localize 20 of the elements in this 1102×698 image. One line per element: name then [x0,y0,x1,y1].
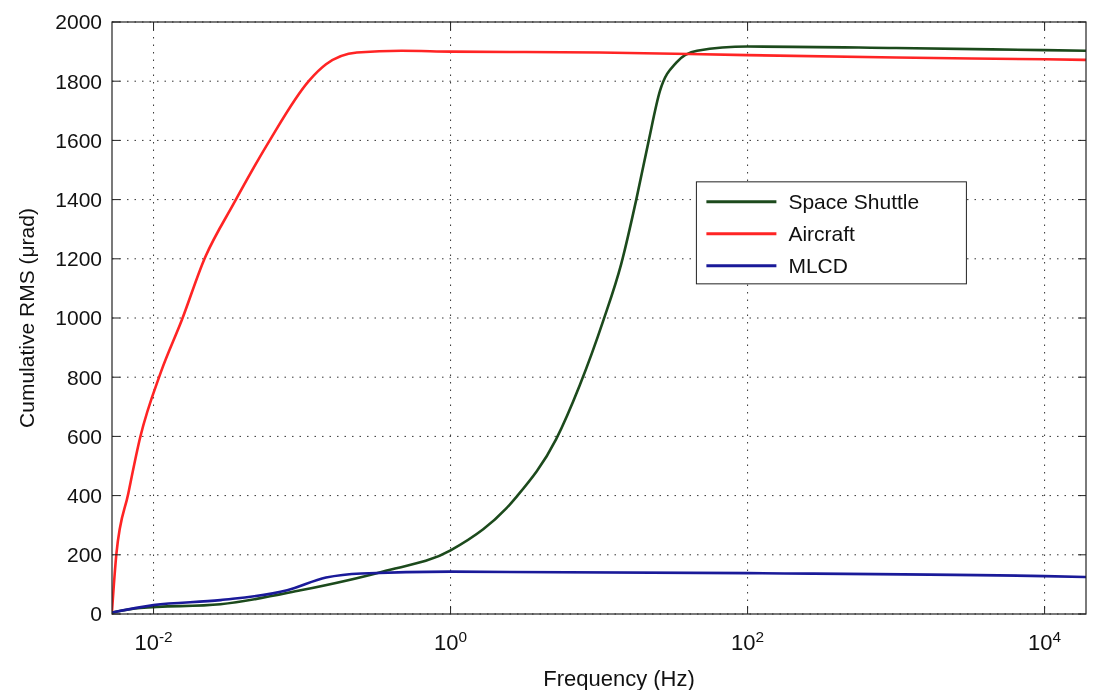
y-tick-label: 1600 [55,128,102,152]
y-tick-label: 0 [90,602,102,626]
x-tick-label: 10$^{-2}$ [134,627,173,655]
x-tick-label: 10$^{2}$ [731,627,765,655]
y-axis-title: Cumulative RMS (μrad) [15,208,38,428]
y-tick-label: 600 [66,424,102,448]
x-tick-label: 10$^{4}$ [1028,627,1062,655]
y-tick-label: 1000 [55,306,102,330]
y-tick-label: 800 [66,365,102,389]
x-tick-label: 10$^{0}$ [434,627,468,655]
legend-label: Space Shuttle [788,190,920,214]
legend-label: MLCD [788,254,848,278]
x-axis-title: Frequency (Hz) [543,666,695,691]
y-tick-label: 400 [66,483,102,507]
y-tick-label: 1400 [55,187,102,211]
y-tick-label: 200 [66,543,102,567]
legend-label: Aircraft [788,222,856,246]
y-tick-label: 1200 [55,247,102,271]
y-tick-label: 1800 [55,69,102,93]
y-tick-label: 2000 [55,10,102,34]
